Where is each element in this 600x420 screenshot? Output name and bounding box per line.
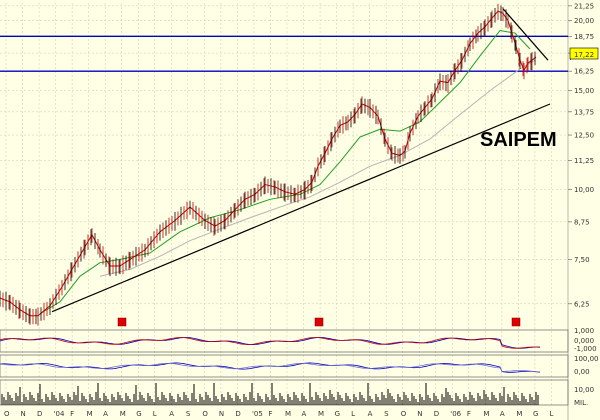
date-tick-label: A bbox=[302, 410, 307, 418]
date-tick-label: A bbox=[368, 410, 373, 418]
date-tick-label: '06 bbox=[450, 410, 461, 418]
resistance-trendline bbox=[502, 8, 549, 61]
oscillator-panels bbox=[0, 329, 569, 406]
date-axis: O N D '04 F M A M G L A S O N D '05 F M A M G L A S O N D '06 F M A M G L bbox=[4, 410, 553, 418]
date-tick-label: M bbox=[120, 410, 126, 418]
support-trendline bbox=[51, 103, 551, 313]
series-group bbox=[0, 3, 537, 326]
chart-title: SAIPEM bbox=[480, 129, 557, 151]
date-tick-label: M bbox=[285, 410, 291, 418]
date-tick-label: O bbox=[401, 410, 407, 418]
date-tick-label: O bbox=[4, 410, 10, 418]
price-tick-label: 10,00 bbox=[574, 186, 594, 194]
date-tick-label: L bbox=[153, 410, 157, 418]
date-tick-label: F bbox=[70, 410, 74, 418]
date-tick-label: D bbox=[37, 410, 42, 418]
price-tick-label: 18,75 bbox=[574, 33, 594, 41]
date-tick-label: N bbox=[219, 410, 224, 418]
current-price-label: 17,22 bbox=[574, 51, 594, 59]
signal-markers bbox=[117, 317, 521, 327]
price-tick-label: 13,75 bbox=[574, 108, 594, 116]
trendlines bbox=[51, 8, 551, 313]
date-tick-label: '05 bbox=[252, 410, 263, 418]
date-tick-label: A bbox=[500, 410, 505, 418]
date-tick-label: M bbox=[516, 410, 522, 418]
date-tick-label: '04 bbox=[54, 410, 65, 418]
price-tick-label: 8,75 bbox=[574, 218, 590, 226]
price-tick-label: 20,00 bbox=[574, 17, 594, 25]
oscillator-tick-label: 1,000 bbox=[574, 327, 594, 335]
date-tick-label: G bbox=[335, 410, 340, 418]
signal-marker bbox=[117, 317, 127, 327]
date-tick-label: L bbox=[549, 410, 553, 418]
date-tick-label: A bbox=[103, 410, 108, 418]
date-tick-label: S bbox=[384, 410, 389, 418]
price-tick-label: 6,25 bbox=[574, 300, 590, 308]
oscillator-tick-label: 100,00 bbox=[574, 355, 599, 363]
oscillator-2-panel bbox=[0, 354, 569, 378]
signal-marker bbox=[511, 317, 521, 327]
volume-tick-label: 10,00 bbox=[574, 386, 594, 394]
date-tick-label: L bbox=[351, 410, 355, 418]
oscillator-1-line-b bbox=[0, 337, 541, 349]
ma-long-line bbox=[99, 59, 536, 277]
volume-tick-label: MIL. bbox=[574, 399, 588, 407]
date-tick-label: F bbox=[467, 410, 471, 418]
price-tick-label: 7,50 bbox=[574, 256, 590, 264]
date-tick-label: O bbox=[202, 410, 208, 418]
date-tick-label: N bbox=[417, 410, 422, 418]
date-tick-label: S bbox=[186, 410, 191, 418]
oscillator-tick-label: -1,000 bbox=[574, 345, 597, 353]
oscillator-tick-label: 0,000 bbox=[574, 337, 594, 345]
date-tick-label: F bbox=[268, 410, 272, 418]
date-tick-label: M bbox=[87, 410, 93, 418]
date-tick-label: D bbox=[434, 410, 439, 418]
oscillator-1-panel bbox=[0, 329, 569, 353]
price-tick-label: 21,25 bbox=[574, 2, 594, 10]
oscillator-tick-label: 0,00 bbox=[574, 368, 590, 376]
date-tick-label: N bbox=[21, 410, 26, 418]
date-tick-label: D bbox=[235, 410, 240, 418]
signal-marker bbox=[314, 317, 324, 327]
price-tick-label: 16,25 bbox=[574, 68, 594, 76]
date-tick-label: A bbox=[169, 410, 174, 418]
date-tick-label: G bbox=[533, 410, 538, 418]
price-tick-label: 11,25 bbox=[574, 157, 594, 165]
price-tick-label: 12,50 bbox=[574, 132, 594, 140]
current-price-badge: 17,22 bbox=[569, 47, 599, 60]
oscillator-2-line-b bbox=[0, 363, 540, 373]
price-tick-label: 15,00 bbox=[574, 87, 594, 95]
date-tick-label: G bbox=[136, 410, 141, 418]
grid bbox=[0, 0, 569, 420]
date-tick-label: M bbox=[318, 410, 324, 418]
date-tick-label: M bbox=[483, 410, 489, 418]
